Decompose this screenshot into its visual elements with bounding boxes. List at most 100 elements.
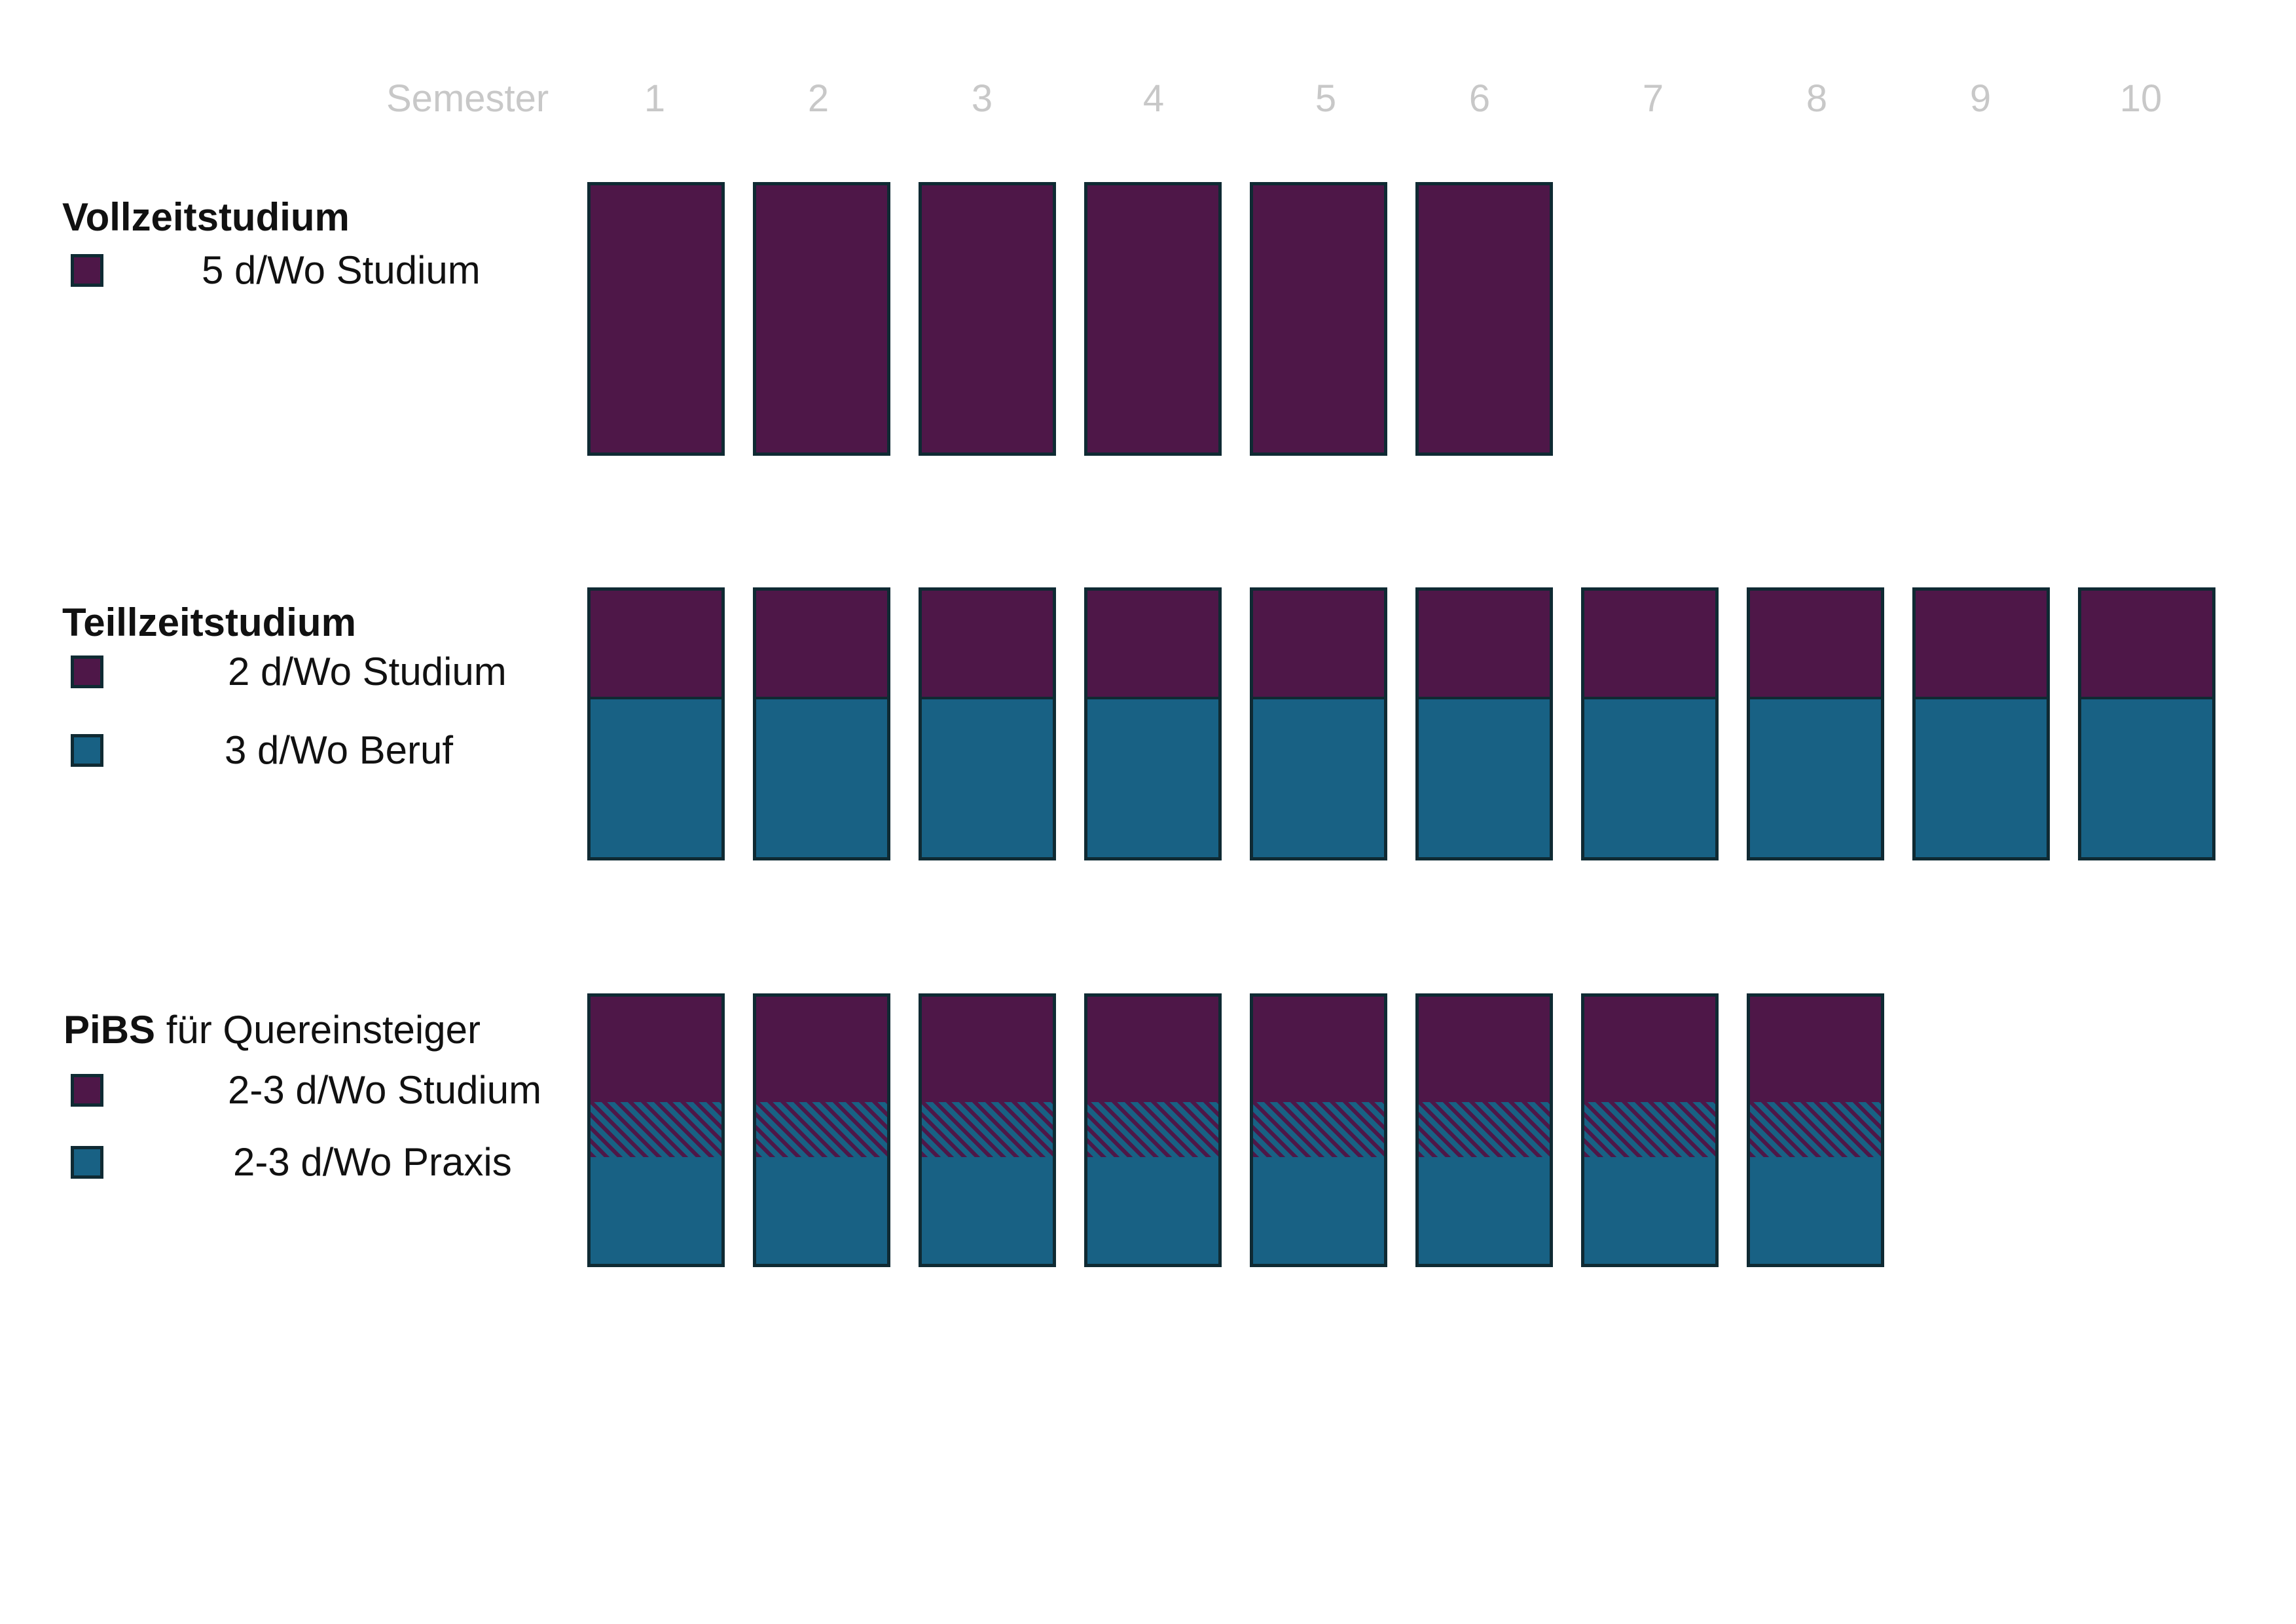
study-segment: [1084, 587, 1222, 698]
semester-block: [753, 587, 890, 860]
shared-segment: [1250, 1102, 1387, 1157]
study-segment: [1250, 993, 1387, 1102]
study-segment: [1250, 587, 1387, 698]
study-segment: [1084, 993, 1222, 1102]
study-model-title-bold: PiBS: [64, 1008, 156, 1052]
legend-item: 2-3 d/Wo Studium: [71, 1071, 541, 1110]
study-segment: [753, 993, 890, 1102]
work-segment: [919, 698, 1056, 860]
semester-number: 4: [1142, 77, 1165, 120]
legend-swatch: [71, 1146, 103, 1179]
semester-block: [1415, 993, 1553, 1267]
semester-block: [1084, 182, 1222, 456]
legend-label: 5 d/Wo Studium: [202, 248, 481, 292]
work-segment: [753, 1157, 890, 1267]
legend-item: 5 d/Wo Studium: [71, 251, 481, 290]
shared-segment: [753, 1102, 890, 1157]
study-model-title: Vollzeitstudium: [62, 198, 350, 237]
shared-segment: [1084, 1102, 1222, 1157]
work-segment: [2078, 698, 2215, 860]
semester-block: [919, 587, 1056, 860]
semester-block: [919, 182, 1056, 456]
work-segment: [1084, 698, 1222, 860]
study-segment: [1747, 587, 1884, 698]
semester-block: [1084, 587, 1222, 860]
study-model-title: Teillzeitstudium: [62, 603, 356, 642]
semester-number: 7: [1642, 77, 1664, 120]
semester-number: 8: [1806, 77, 1828, 120]
semester-block: [1912, 587, 2050, 860]
study-model-title-bold: Vollzeitstudium: [62, 195, 350, 239]
study-segment: [753, 587, 890, 698]
work-segment: [587, 698, 725, 860]
semester-block: [1250, 182, 1387, 456]
work-segment: [1747, 1157, 1884, 1267]
semester-block: [1250, 993, 1387, 1267]
legend-swatch: [71, 254, 103, 287]
semester-number: 10: [2119, 77, 2162, 120]
study-segment: [1084, 182, 1222, 456]
semester-block: [1581, 587, 1719, 860]
study-model-title-rest: für Quereinsteiger: [155, 1008, 481, 1052]
work-segment: [1581, 1157, 1719, 1267]
legend-swatch: [71, 655, 103, 688]
legend-item: 2-3 d/Wo Praxis: [71, 1143, 512, 1182]
semester-block: [1084, 993, 1222, 1267]
semester-block: [1415, 587, 1553, 860]
work-segment: [587, 1157, 725, 1267]
study-segment: [587, 182, 725, 456]
semester-number: 2: [807, 77, 829, 120]
semester-block: [1415, 182, 1553, 456]
study-segment: [1581, 993, 1719, 1102]
semester-number: 9: [1969, 77, 1992, 120]
study-segment: [587, 587, 725, 698]
shared-segment: [587, 1102, 725, 1157]
semester-number: 1: [644, 77, 666, 120]
shared-segment: [1747, 1102, 1884, 1157]
study-segment: [919, 587, 1056, 698]
legend-label: 2 d/Wo Studium: [228, 650, 507, 693]
legend-item: 3 d/Wo Beruf: [71, 731, 453, 770]
work-segment: [1084, 1157, 1222, 1267]
study-segment: [1912, 587, 2050, 698]
study-segment: [2078, 587, 2215, 698]
study-segment: [919, 993, 1056, 1102]
legend-label: 2-3 d/Wo Praxis: [233, 1140, 512, 1184]
semester-number: 3: [971, 77, 993, 120]
work-segment: [1747, 698, 1884, 860]
study-segment: [1415, 182, 1553, 456]
work-segment: [919, 1157, 1056, 1267]
legend-swatch: [71, 734, 103, 767]
legend-swatch: [71, 1074, 103, 1107]
semester-block: [753, 182, 890, 456]
study-segment: [1250, 182, 1387, 456]
work-segment: [1250, 1157, 1387, 1267]
legend-label: 2-3 d/Wo Studium: [228, 1068, 542, 1112]
semester-number: 5: [1315, 77, 1337, 120]
work-segment: [1415, 698, 1553, 860]
legend-label: 3 d/Wo Beruf: [225, 728, 454, 772]
semester-block: [587, 993, 725, 1267]
work-segment: [753, 698, 890, 860]
semester-block: [587, 587, 725, 860]
work-segment: [1912, 698, 2050, 860]
semester-block: [587, 182, 725, 456]
semester-block: [753, 993, 890, 1267]
work-segment: [1250, 698, 1387, 860]
study-segment: [1581, 587, 1719, 698]
study-segment: [919, 182, 1056, 456]
semester-block: [1747, 587, 1884, 860]
semester-block: [919, 993, 1056, 1267]
legend-item: 2 d/Wo Studium: [71, 652, 507, 692]
semester-number: 6: [1468, 77, 1491, 120]
semester-block: [1747, 993, 1884, 1267]
shared-segment: [919, 1102, 1056, 1157]
study-segment: [1747, 993, 1884, 1102]
semester-block: [1250, 587, 1387, 860]
study-segment: [587, 993, 725, 1102]
semester-header-label: Semester: [386, 77, 549, 120]
study-segment: [1415, 993, 1553, 1102]
shared-segment: [1581, 1102, 1719, 1157]
work-segment: [1415, 1157, 1553, 1267]
